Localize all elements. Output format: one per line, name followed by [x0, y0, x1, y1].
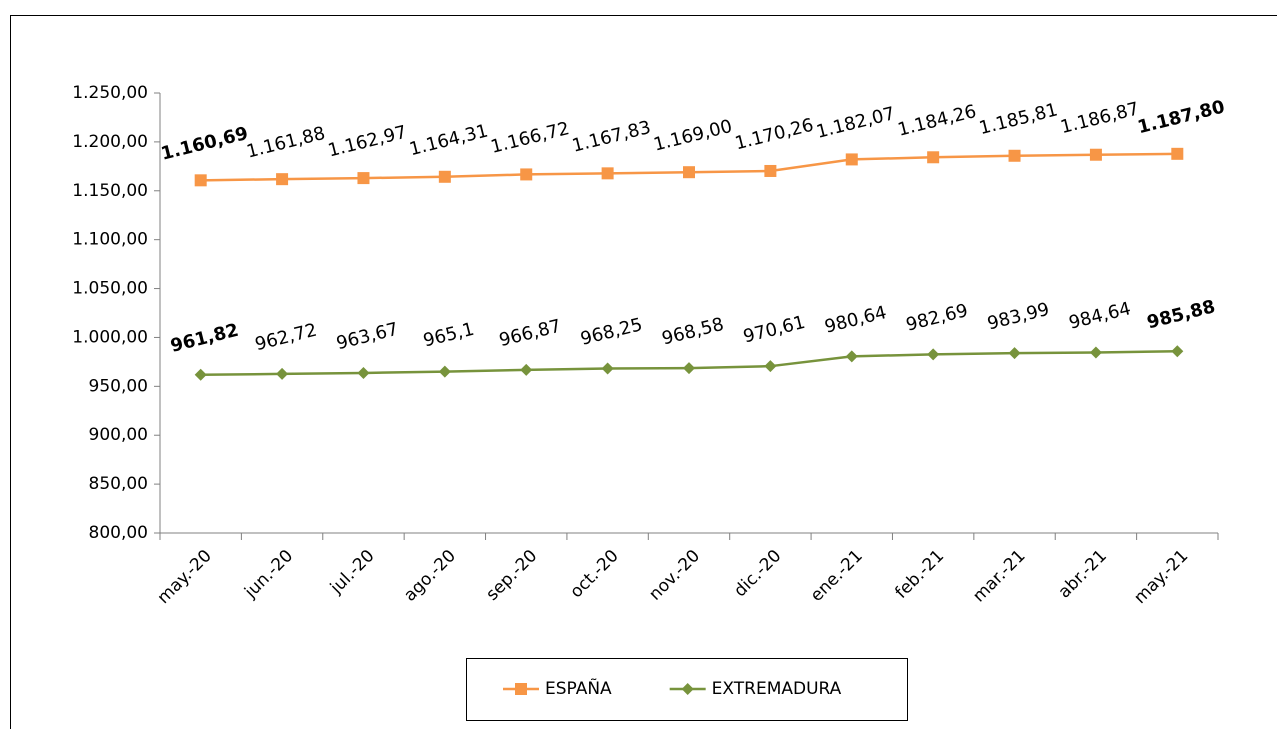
- value-label: 1.164,31: [407, 120, 490, 160]
- value-label: 984,64: [1067, 298, 1133, 334]
- value-label: 985,88: [1145, 296, 1217, 333]
- value-label: 1.186,87: [1058, 98, 1141, 138]
- point: [1008, 347, 1021, 360]
- value-label: 961,82: [168, 320, 240, 357]
- x-tick-label: may.-20: [154, 546, 216, 608]
- y-tick-label: 1.050,00: [72, 279, 148, 299]
- point: [764, 164, 777, 177]
- y-tick-label: 1.000,00: [72, 327, 148, 347]
- value-label: 1.182,07: [814, 103, 897, 143]
- value-label: 1.185,81: [977, 99, 1060, 139]
- point: [681, 683, 694, 695]
- x-tick-label: ene.-21: [807, 546, 867, 606]
- value-label: 968,25: [578, 314, 644, 350]
- value-label: 1.170,26: [733, 115, 816, 155]
- point: [1171, 345, 1184, 358]
- value-label: 983,99: [985, 299, 1051, 335]
- legend-label: ESPAÑA: [545, 677, 612, 699]
- y-tick-label: 1.250,00: [72, 83, 148, 103]
- point: [276, 367, 289, 380]
- point: [1171, 147, 1184, 160]
- value-label: 966,87: [497, 316, 563, 352]
- value-label: 1.161,88: [245, 123, 328, 163]
- point: [683, 166, 695, 179]
- point: [515, 683, 527, 695]
- point: [1089, 346, 1102, 359]
- value-label: 965,1: [421, 319, 476, 352]
- x-tick-label: nov.-20: [645, 546, 704, 605]
- x-tick-label: may.-21: [1130, 546, 1192, 608]
- y-tick-label: 900,00: [89, 425, 148, 445]
- x-tick-label: jun.-20: [240, 546, 297, 603]
- y-tick-label: 800,00: [89, 523, 148, 543]
- point: [683, 362, 695, 375]
- x-tick-label: mar.-21: [969, 546, 1030, 607]
- y-tick-label: 850,00: [89, 474, 148, 494]
- point: [845, 350, 858, 363]
- x-tick-label: jul.-20: [326, 546, 379, 599]
- point: [1008, 149, 1021, 162]
- point: [1089, 148, 1102, 161]
- y-tick-label: 1.150,00: [72, 181, 148, 201]
- point: [276, 173, 289, 186]
- point: [520, 363, 533, 376]
- point: [927, 151, 940, 164]
- value-label: 982,69: [904, 300, 970, 336]
- point: [357, 172, 370, 185]
- legend-label: EXTREMADURA: [712, 679, 842, 699]
- value-label: 1.162,97: [326, 122, 409, 162]
- value-label: 963,67: [334, 319, 400, 355]
- value-label: 962,72: [253, 320, 319, 356]
- point: [764, 360, 777, 373]
- value-label: 1.167,83: [570, 117, 653, 157]
- chart-frame: [10, 15, 1277, 729]
- y-tick-label: 1.200,00: [72, 132, 148, 152]
- point: [601, 167, 614, 180]
- value-label: 1.184,26: [896, 101, 979, 141]
- value-label: 970,61: [741, 312, 807, 348]
- y-tick-label: 1.100,00: [72, 230, 148, 250]
- x-tick-label: ago.-20: [400, 546, 460, 606]
- value-label: 1.169,00: [651, 116, 734, 156]
- point: [438, 365, 451, 378]
- value-label: 980,64: [823, 302, 889, 338]
- point: [927, 348, 940, 361]
- point: [357, 366, 370, 379]
- value-label: 1.187,80: [1136, 96, 1227, 138]
- point: [601, 362, 614, 375]
- y-tick-label: 950,00: [89, 376, 148, 396]
- x-tick-label: feb.-21: [891, 546, 948, 603]
- x-tick-label: abr.-21: [1055, 546, 1111, 602]
- point: [520, 168, 533, 181]
- value-label: 968,58: [660, 314, 726, 350]
- point: [194, 174, 207, 187]
- point: [845, 153, 858, 166]
- value-label: 1.160,69: [159, 123, 250, 165]
- point: [438, 170, 451, 183]
- x-tick-label: dic.-20: [730, 546, 785, 601]
- value-label: 1.166,72: [489, 118, 572, 158]
- x-tick-label: sep.-20: [482, 546, 541, 605]
- point: [194, 368, 207, 381]
- x-tick-label: oct.-20: [566, 546, 622, 602]
